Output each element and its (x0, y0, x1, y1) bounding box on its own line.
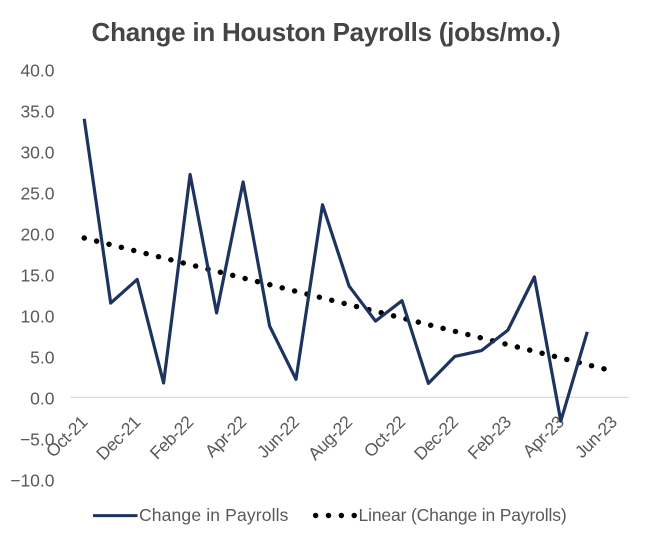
svg-text:Linear (Change in Payrolls): Linear (Change in Payrolls) (359, 505, 567, 525)
svg-text:35.0: 35.0 (20, 102, 54, 122)
svg-text:−5.0: −5.0 (20, 430, 55, 450)
svg-text:10.0: 10.0 (20, 307, 54, 327)
svg-text:30.0: 30.0 (20, 143, 54, 163)
svg-text:5.0: 5.0 (30, 348, 55, 368)
svg-text:20.0: 20.0 (20, 225, 54, 245)
svg-text:0.0: 0.0 (30, 389, 55, 409)
svg-text:15.0: 15.0 (20, 266, 54, 286)
svg-text:40.0: 40.0 (20, 61, 54, 81)
svg-text:Change in Houston Payrolls (jo: Change in Houston Payrolls (jobs/mo.) (92, 17, 561, 47)
svg-text:Change in Payrolls: Change in Payrolls (139, 505, 289, 525)
svg-text:25.0: 25.0 (20, 184, 54, 204)
svg-text:−10.0: −10.0 (10, 471, 55, 491)
